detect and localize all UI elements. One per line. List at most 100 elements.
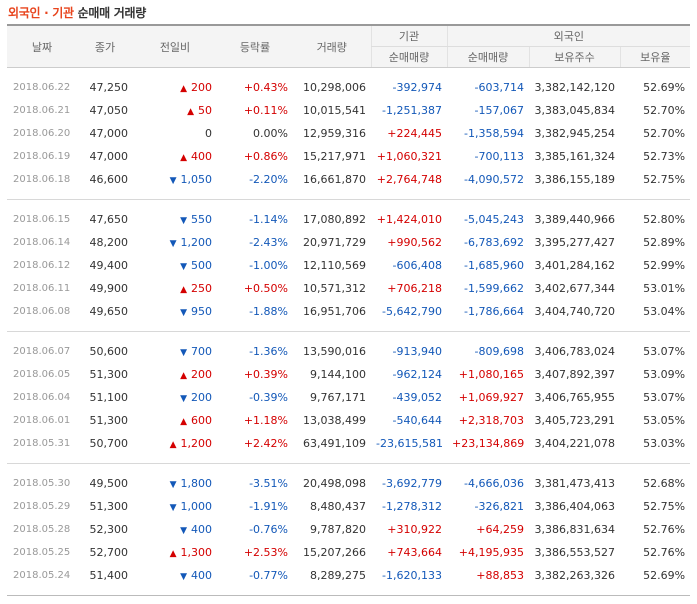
ratio-cell: 53.07%	[643, 391, 686, 404]
inst-net-cell: -392,974	[392, 81, 442, 94]
change-cell: ▼ 400	[133, 564, 217, 587]
table-row: 2018.06.22 47,250 ▲ 200 +0.43% 10,298,006 -392…	[7, 76, 690, 99]
triangle-down-icon: ▼	[180, 526, 187, 536]
inst-net-cell: -1,251,387	[382, 104, 442, 117]
inst-net-cell: +990,562	[387, 236, 442, 249]
ratio-cell: 52.80%	[643, 213, 686, 226]
date-cell: 2018.06.04	[13, 392, 71, 403]
inst-net-cell: +2,764,748	[376, 173, 442, 186]
rate-cell: 0.00%	[253, 127, 288, 140]
header-ratio: 보유율	[619, 46, 691, 68]
table-row: 2018.05.29 51,300 ▼ 1,000 -1.91% 8,480,437 -1,…	[7, 495, 690, 518]
group-divider	[7, 595, 691, 596]
triangle-down-icon: ▼	[180, 262, 187, 272]
volume-cell: 13,590,016	[303, 345, 366, 358]
close-cell: 50,700	[89, 437, 129, 450]
volume-cell: 16,951,706	[303, 305, 366, 318]
close-cell: 47,050	[89, 104, 129, 117]
rate-cell: +0.50%	[243, 282, 288, 295]
volume-cell: 12,110,569	[303, 259, 366, 272]
rate-cell: +0.11%	[243, 104, 288, 117]
holdings-cell: 3,402,677,344	[534, 282, 615, 295]
triangle-down-icon: ▼	[169, 239, 177, 249]
triangle-up-icon: ▲	[180, 285, 187, 295]
rate-cell: -0.77%	[249, 569, 288, 582]
foreign-net-cell: +1,080,165	[458, 368, 524, 381]
change-value: 400	[191, 150, 212, 163]
date-cell: 2018.06.14	[13, 237, 71, 248]
volume-cell: 13,038,499	[303, 414, 366, 427]
close-cell: 49,650	[89, 305, 129, 318]
holdings-cell: 3,386,831,634	[534, 523, 615, 536]
change-value: 1,050	[180, 173, 213, 186]
close-cell: 47,250	[89, 81, 129, 94]
volume-cell: 20,498,098	[303, 477, 366, 490]
table-row: 2018.05.30 49,500 ▼ 1,800 -3.51% 20,498,098 -3…	[7, 472, 690, 495]
inst-net-cell: -23,615,581	[376, 437, 443, 450]
foreign-net-cell: -603,714	[474, 81, 524, 94]
triangle-down-icon: ▼	[180, 572, 187, 582]
change-cell: ▼ 700	[133, 340, 217, 363]
inst-net-cell: -1,278,312	[382, 500, 442, 513]
ratio-cell: 53.04%	[643, 305, 686, 318]
volume-cell: 10,015,541	[303, 104, 366, 117]
ratio-cell: 53.05%	[643, 414, 686, 427]
change-value: 200	[191, 368, 212, 381]
inst-net-cell: +224,445	[387, 127, 442, 140]
divider-cell	[7, 463, 691, 464]
close-cell: 51,300	[89, 414, 129, 427]
rate-cell: -2.20%	[249, 173, 288, 186]
inst-net-cell: -1,620,133	[382, 569, 442, 582]
foreign-net-cell: -1,358,594	[464, 127, 524, 140]
holdings-cell: 3,407,892,397	[534, 368, 615, 381]
change-cell: ▼ 500	[133, 254, 217, 277]
inst-net-cell: +706,218	[387, 282, 442, 295]
close-cell: 47,000	[89, 150, 129, 163]
holdings-cell: 3,406,765,955	[534, 391, 615, 404]
ratio-cell: 52.89%	[643, 236, 686, 249]
change-value: 600	[191, 414, 212, 427]
rate-cell: -1.00%	[249, 259, 288, 272]
ratio-cell: 53.07%	[643, 345, 686, 358]
group-divider	[7, 463, 691, 464]
holdings-cell: 3,381,473,413	[534, 477, 615, 490]
rate-cell: +0.86%	[243, 150, 288, 163]
date-cell: 2018.05.29	[13, 501, 71, 512]
foreign-net-cell: +88,853	[476, 569, 524, 582]
divider-cell	[7, 331, 691, 332]
table-row: 2018.06.15 47,650 ▼ 550 -1.14% 17,080,892 +1,4…	[7, 208, 690, 231]
change-cell: ▼ 1,200	[133, 231, 217, 254]
triangle-down-icon: ▼	[169, 176, 177, 186]
ratio-cell: 52.69%	[643, 81, 686, 94]
change-value: 1,000	[180, 500, 213, 513]
rate-cell: -2.43%	[249, 236, 288, 249]
holdings-cell: 3,385,161,324	[534, 150, 615, 163]
foreign-net-cell: +23,134,869	[452, 437, 525, 450]
change-cell: 0	[133, 122, 217, 145]
triangle-down-icon: ▼	[169, 480, 177, 490]
ratio-cell: 52.76%	[643, 523, 686, 536]
date-cell: 2018.06.05	[13, 369, 71, 380]
table-row: 2018.06.20 47,000 0 0.00% 12,959,316 +224,445…	[7, 122, 690, 145]
foreign-net-cell: -157,067	[474, 104, 524, 117]
ratio-cell: 53.03%	[643, 437, 686, 450]
rate-cell: -1.36%	[249, 345, 288, 358]
foreign-net-cell: +64,259	[476, 523, 524, 536]
foreign-net-cell: -5,045,243	[464, 213, 524, 226]
holdings-cell: 3,404,221,078	[534, 437, 615, 450]
volume-cell: 15,217,971	[303, 150, 366, 163]
table-row: 2018.05.25 52,700 ▲ 1,300 +2.53% 15,207,266 +7…	[7, 541, 690, 564]
change-value: 50	[198, 104, 212, 117]
header-date: 날짜	[7, 24, 77, 68]
change-value: 250	[191, 282, 212, 295]
date-cell: 2018.06.22	[13, 82, 71, 93]
date-cell: 2018.05.24	[13, 570, 71, 581]
change-value: 950	[191, 305, 212, 318]
close-cell: 49,900	[89, 282, 129, 295]
volume-cell: 12,959,316	[303, 127, 366, 140]
foreign-net-cell: -1,786,664	[464, 305, 524, 318]
inst-net-cell: -913,940	[392, 345, 442, 358]
triangle-up-icon: ▲	[187, 107, 194, 117]
change-cell: ▲ 50	[133, 99, 217, 122]
triangle-up-icon: ▲	[169, 549, 177, 559]
